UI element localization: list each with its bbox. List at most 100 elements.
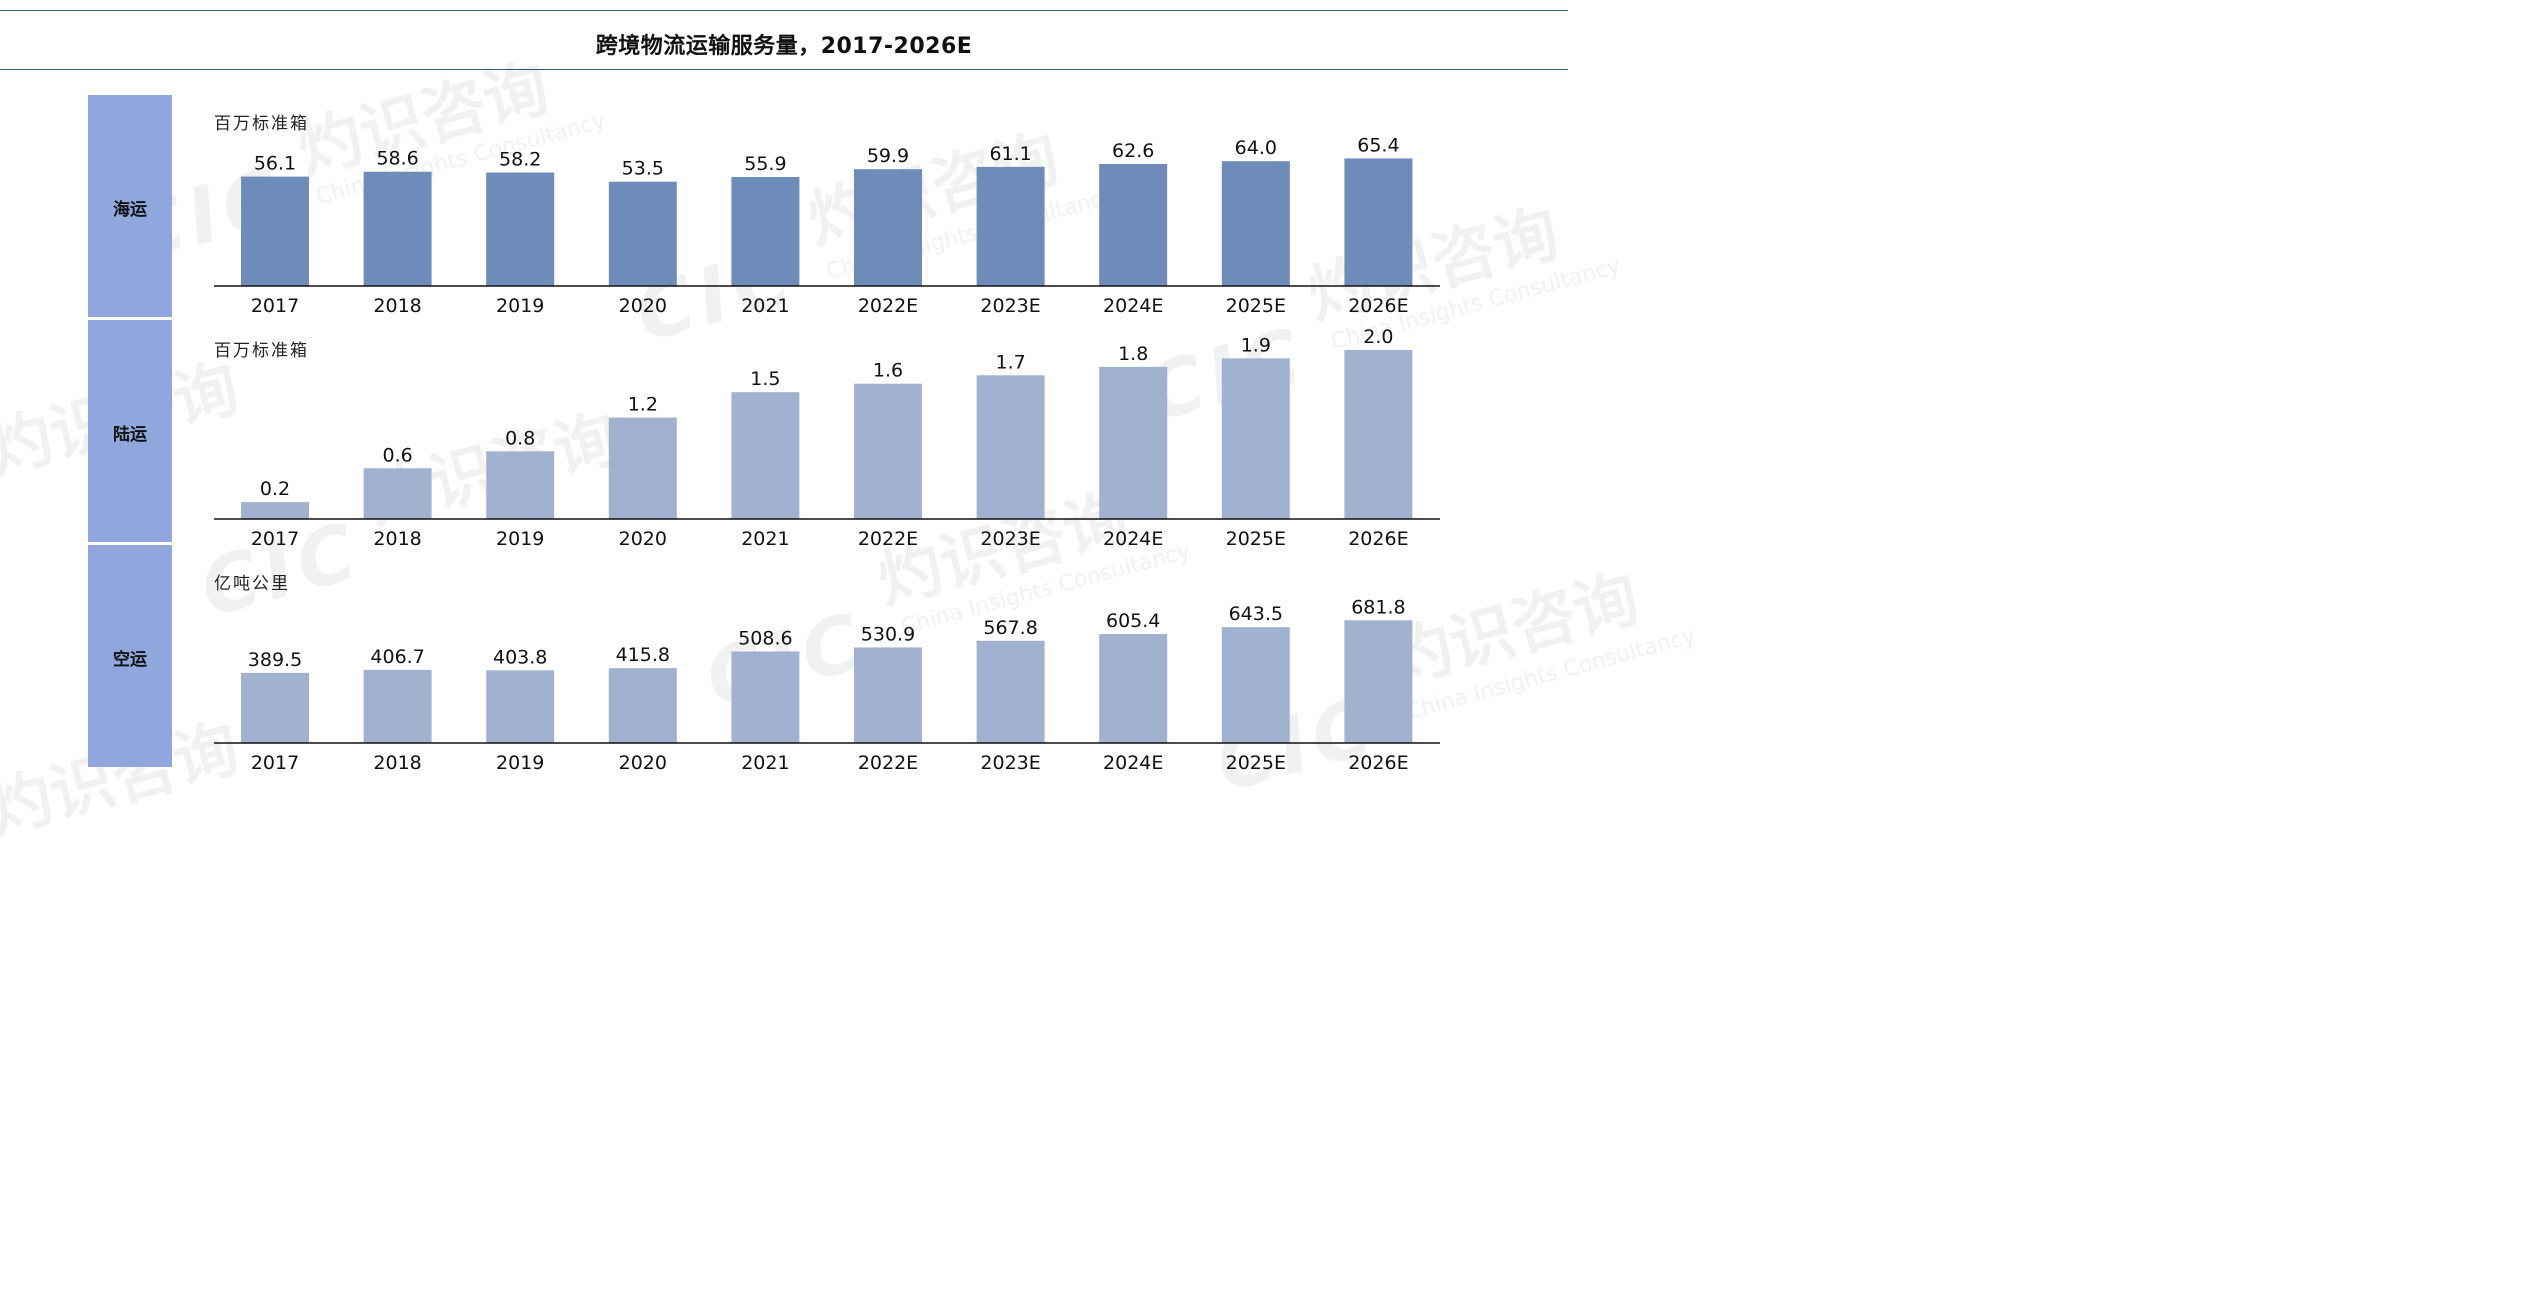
bar-sea-2019 — [486, 172, 555, 286]
tick-label-sea-2022E: 2022E — [858, 295, 918, 317]
tick-label-air-2022E: 2022E — [858, 752, 918, 774]
tick-label-land-2023E: 2023E — [980, 528, 1040, 550]
data-label-air-2025E: 643.5 — [1229, 603, 1283, 625]
charts-canvas: 56.1 2017 58.6 2018 58.2 2019 53.5 2020 55.9 2021… — [214, 134, 1440, 774]
data-label-land-2021: 1.5 — [750, 368, 780, 390]
bar-land-2025E — [1221, 358, 1290, 519]
tick-label-land-2017: 2017 — [251, 528, 299, 550]
row-box-land: 陆运 — [88, 320, 172, 542]
row-box-sea: 海运 — [88, 95, 172, 317]
bar-sea-2024E — [1099, 163, 1168, 286]
bar-air-2022E — [854, 647, 922, 743]
tick-label-land-2022E: 2022E — [858, 528, 918, 550]
bar-land-2018 — [363, 468, 432, 519]
row-label-land: 陆运 — [113, 425, 147, 445]
bar-land-2020 — [608, 417, 677, 519]
bar-land-2021 — [731, 392, 800, 519]
data-label-air-2021: 508.6 — [738, 627, 792, 649]
bar-sea-2026E — [1344, 158, 1413, 286]
bar-air-2025E — [1221, 627, 1290, 743]
bar-air-2018 — [363, 669, 432, 743]
data-label-land-2026E: 2.0 — [1363, 326, 1393, 348]
title-rule — [0, 69, 1568, 70]
data-label-air-2022E: 530.9 — [861, 623, 915, 645]
data-label-air-2019: 403.8 — [493, 646, 547, 668]
data-label-sea-2024E: 62.6 — [1112, 140, 1154, 162]
tick-label-land-2020: 2020 — [619, 528, 667, 550]
tick-label-air-2017: 2017 — [251, 752, 299, 774]
bar-air-2020 — [608, 668, 677, 743]
chart-air: 389.5 2017 406.7 2018 403.8 2019 415.8 2020 508.… — [214, 596, 1440, 774]
data-label-sea-2026E: 65.4 — [1357, 134, 1399, 156]
data-label-land-2018: 0.6 — [382, 444, 412, 466]
tick-label-sea-2026E: 2026E — [1348, 295, 1408, 317]
unit-label-land: 百万标准箱 — [214, 341, 309, 361]
row-box-air: 空运 — [88, 545, 172, 767]
tick-label-land-2025E: 2025E — [1226, 528, 1286, 550]
tick-label-land-2021: 2021 — [741, 528, 789, 550]
bar-sea-2022E — [854, 169, 922, 286]
bar-air-2026E — [1344, 620, 1413, 743]
chart-land: 0.2 2017 0.6 2018 0.8 2019 1.2 2020 1.5 2021 1.6 20… — [214, 326, 1440, 550]
tick-label-air-2020: 2020 — [619, 752, 667, 774]
tick-label-sea-2024E: 2024E — [1103, 295, 1163, 317]
bar-land-2026E — [1344, 349, 1413, 519]
data-label-air-2018: 406.7 — [370, 646, 424, 668]
page-title: 跨境物流运输服务量，2017-2026E — [595, 34, 973, 59]
data-label-land-2022E: 1.6 — [873, 360, 903, 382]
data-label-air-2017: 389.5 — [248, 649, 302, 671]
tick-label-sea-2021: 2021 — [741, 295, 789, 317]
unit-label-sea: 百万标准箱 — [214, 114, 309, 134]
data-label-sea-2021: 55.9 — [744, 153, 786, 175]
bar-sea-2020 — [608, 181, 677, 286]
bar-sea-2017 — [241, 176, 309, 286]
bar-land-2022E — [854, 383, 922, 519]
tick-label-land-2018: 2018 — [373, 528, 421, 550]
bar-land-2019 — [486, 451, 555, 519]
tick-label-land-2019: 2019 — [496, 528, 544, 550]
bar-air-2019 — [486, 670, 555, 743]
bar-land-2024E — [1099, 366, 1168, 519]
data-label-sea-2025E: 64.0 — [1235, 137, 1277, 159]
data-label-sea-2019: 58.2 — [499, 149, 541, 171]
unit-label-air: 亿吨公里 — [214, 574, 290, 594]
data-label-sea-2023E: 61.1 — [989, 143, 1031, 165]
bar-sea-2025E — [1221, 161, 1290, 286]
tick-label-air-2019: 2019 — [496, 752, 544, 774]
data-label-sea-2020: 53.5 — [622, 158, 664, 180]
bar-air-2021 — [731, 651, 800, 743]
tick-label-air-2021: 2021 — [741, 752, 789, 774]
data-label-air-2023E: 567.8 — [983, 617, 1037, 639]
bar-land-2017 — [241, 502, 309, 519]
bar-sea-2021 — [731, 176, 800, 286]
data-label-air-2026E: 681.8 — [1351, 596, 1405, 618]
data-label-land-2020: 1.2 — [628, 394, 658, 416]
top-rule — [0, 10, 1568, 11]
data-label-land-2023E: 1.7 — [995, 351, 1025, 373]
data-label-sea-2022E: 59.9 — [867, 145, 909, 167]
bar-sea-2023E — [976, 166, 1045, 286]
bar-air-2017 — [241, 672, 309, 743]
bar-sea-2018 — [363, 171, 432, 286]
chart-sea: 56.1 2017 58.6 2018 58.2 2019 53.5 2020 55.9 2021… — [214, 134, 1440, 317]
tick-label-air-2024E: 2024E — [1103, 752, 1163, 774]
tick-label-air-2025E: 2025E — [1226, 752, 1286, 774]
bar-air-2024E — [1099, 634, 1168, 743]
tick-label-sea-2018: 2018 — [373, 295, 421, 317]
data-label-land-2019: 0.8 — [505, 427, 535, 449]
tick-label-air-2023E: 2023E — [980, 752, 1040, 774]
data-label-land-2017: 0.2 — [260, 478, 290, 500]
data-label-land-2024E: 1.8 — [1118, 343, 1148, 365]
data-label-sea-2017: 56.1 — [254, 153, 296, 175]
bar-air-2023E — [976, 640, 1045, 743]
row-label-air: 空运 — [113, 650, 147, 670]
bar-land-2023E — [976, 375, 1045, 519]
tick-label-air-2018: 2018 — [373, 752, 421, 774]
tick-label-land-2024E: 2024E — [1103, 528, 1163, 550]
tick-label-air-2026E: 2026E — [1348, 752, 1408, 774]
tick-label-sea-2023E: 2023E — [980, 295, 1040, 317]
data-label-air-2024E: 605.4 — [1106, 610, 1160, 632]
tick-label-land-2026E: 2026E — [1348, 528, 1408, 550]
tick-label-sea-2025E: 2025E — [1226, 295, 1286, 317]
data-label-sea-2018: 58.6 — [376, 148, 418, 170]
